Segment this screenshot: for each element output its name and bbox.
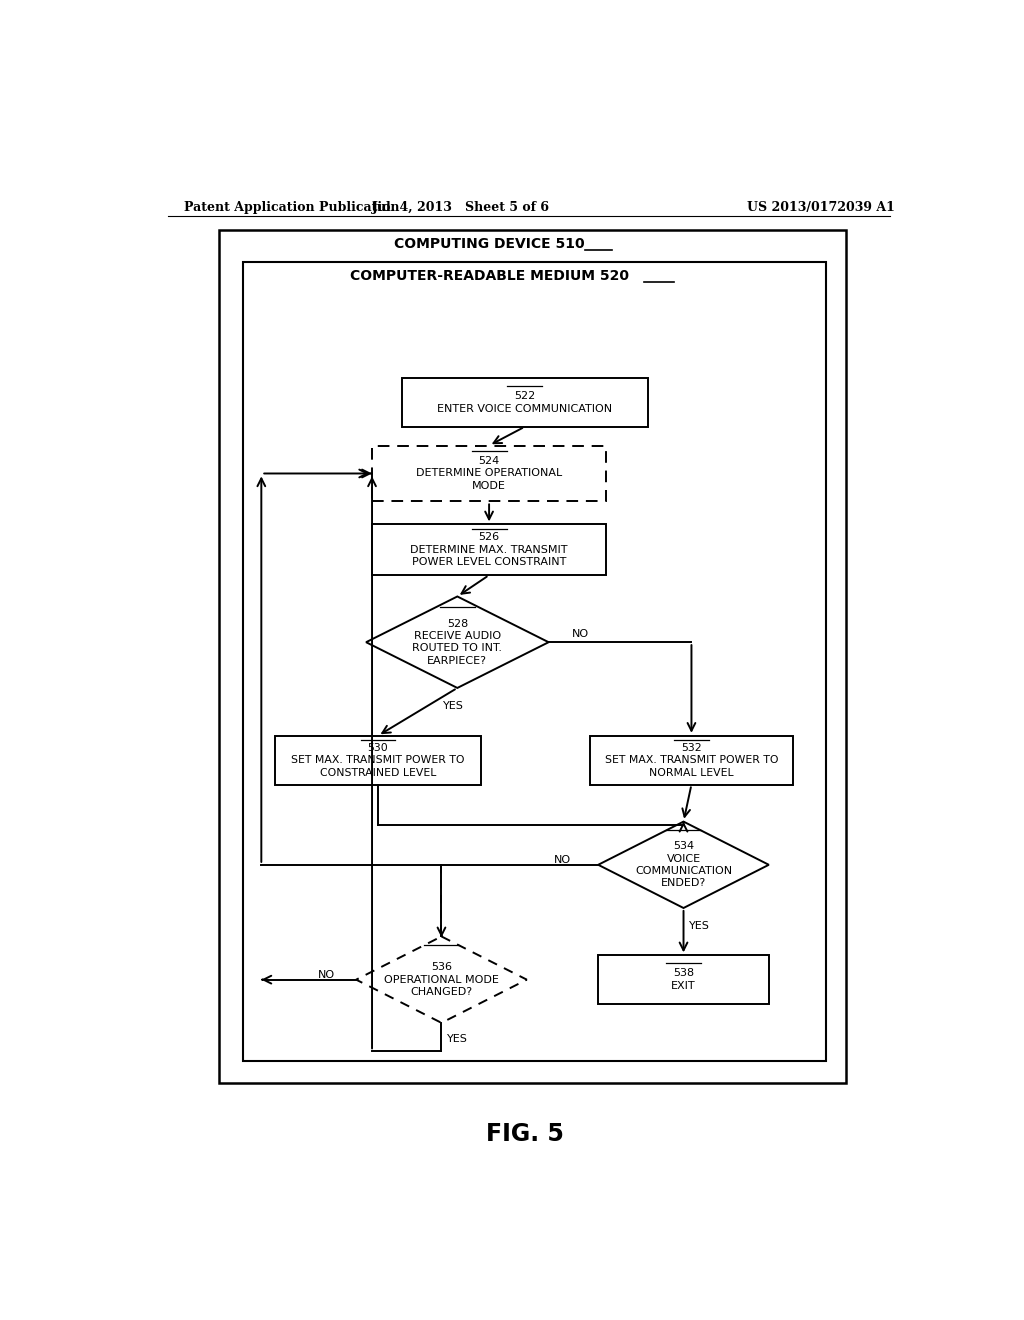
Text: 530
SET MAX. TRANSMIT POWER TO
CONSTRAINED LEVEL: 530 SET MAX. TRANSMIT POWER TO CONSTRAIN… [291, 743, 465, 777]
Text: 526
DETERMINE MAX. TRANSMIT
POWER LEVEL CONSTRAINT: 526 DETERMINE MAX. TRANSMIT POWER LEVEL … [411, 532, 568, 568]
Text: NO: NO [554, 855, 571, 865]
Text: 532
SET MAX. TRANSMIT POWER TO
NORMAL LEVEL: 532 SET MAX. TRANSMIT POWER TO NORMAL LE… [605, 743, 778, 777]
Text: YES: YES [689, 921, 710, 932]
Text: US 2013/0172039 A1: US 2013/0172039 A1 [748, 201, 895, 214]
Text: Patent Application Publication: Patent Application Publication [183, 201, 399, 214]
Text: COMPUTING DEVICE 510: COMPUTING DEVICE 510 [394, 236, 585, 251]
Text: YES: YES [443, 701, 464, 711]
Text: 528
RECEIVE AUDIO
ROUTED TO INT.
EARPIECE?: 528 RECEIVE AUDIO ROUTED TO INT. EARPIEC… [413, 619, 503, 665]
Bar [274, 735, 481, 784]
Text: COMPUTER-READABLE MEDIUM 520: COMPUTER-READABLE MEDIUM 520 [349, 269, 629, 284]
Text: NO: NO [317, 970, 335, 979]
Bar [590, 735, 793, 784]
Text: Jul. 4, 2013   Sheet 5 of 6: Jul. 4, 2013 Sheet 5 of 6 [373, 201, 550, 214]
Bar [598, 956, 769, 1005]
Text: 534
VOICE
COMMUNICATION
ENDED?: 534 VOICE COMMUNICATION ENDED? [635, 841, 732, 888]
Polygon shape [598, 821, 769, 908]
Polygon shape [356, 936, 526, 1023]
Bar [401, 378, 648, 426]
Text: NO: NO [571, 630, 589, 639]
Bar [372, 524, 606, 576]
Text: YES: YES [446, 1034, 468, 1044]
Text: 522
ENTER VOICE COMMUNICATION: 522 ENTER VOICE COMMUNICATION [437, 391, 612, 413]
Bar [243, 263, 826, 1061]
Text: 538
EXIT: 538 EXIT [671, 969, 696, 991]
Text: 536
OPERATIONAL MODE
CHANGED?: 536 OPERATIONAL MODE CHANGED? [384, 962, 499, 997]
Text: 524
DETERMINE OPERATIONAL
MODE: 524 DETERMINE OPERATIONAL MODE [416, 457, 562, 491]
Bar [219, 230, 846, 1084]
Text: FIG. 5: FIG. 5 [485, 1122, 564, 1146]
Polygon shape [367, 597, 549, 688]
Bar [372, 446, 606, 502]
